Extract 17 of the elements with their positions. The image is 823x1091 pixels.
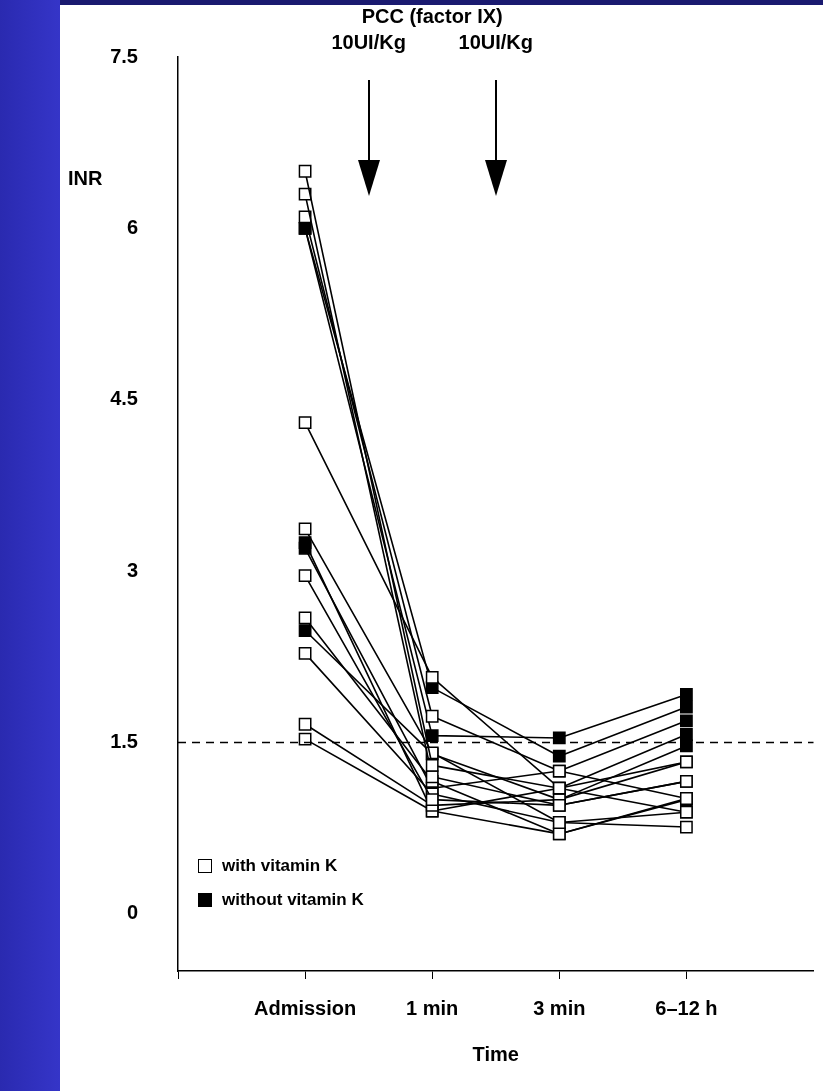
text: PCC (factor IX) xyxy=(361,5,503,28)
x-tick-label: 3 min xyxy=(533,996,586,1019)
legend-label: with vitamin K xyxy=(222,855,338,876)
y-tick-label: 7.5 xyxy=(110,44,138,67)
x-tick-label: Admission xyxy=(253,996,357,1019)
x-axis-title: Time xyxy=(472,1042,519,1065)
x-tick-label: 1 min xyxy=(406,996,459,1019)
y-tick-label: 4.5 xyxy=(110,387,138,410)
y-tick-label: 0 xyxy=(126,901,138,924)
x-tick-label: 6–12 h xyxy=(655,996,718,1019)
text: 10UI/Kg xyxy=(458,31,533,54)
y-axis-title: INR xyxy=(68,167,103,190)
y-tick-label: 1.5 xyxy=(110,730,138,753)
y-tick-label: 3 xyxy=(126,558,138,581)
text: 10UI/Kg xyxy=(331,31,406,54)
legend-label: without vitamin K xyxy=(222,889,364,910)
y-tick-label: 6 xyxy=(126,215,138,238)
